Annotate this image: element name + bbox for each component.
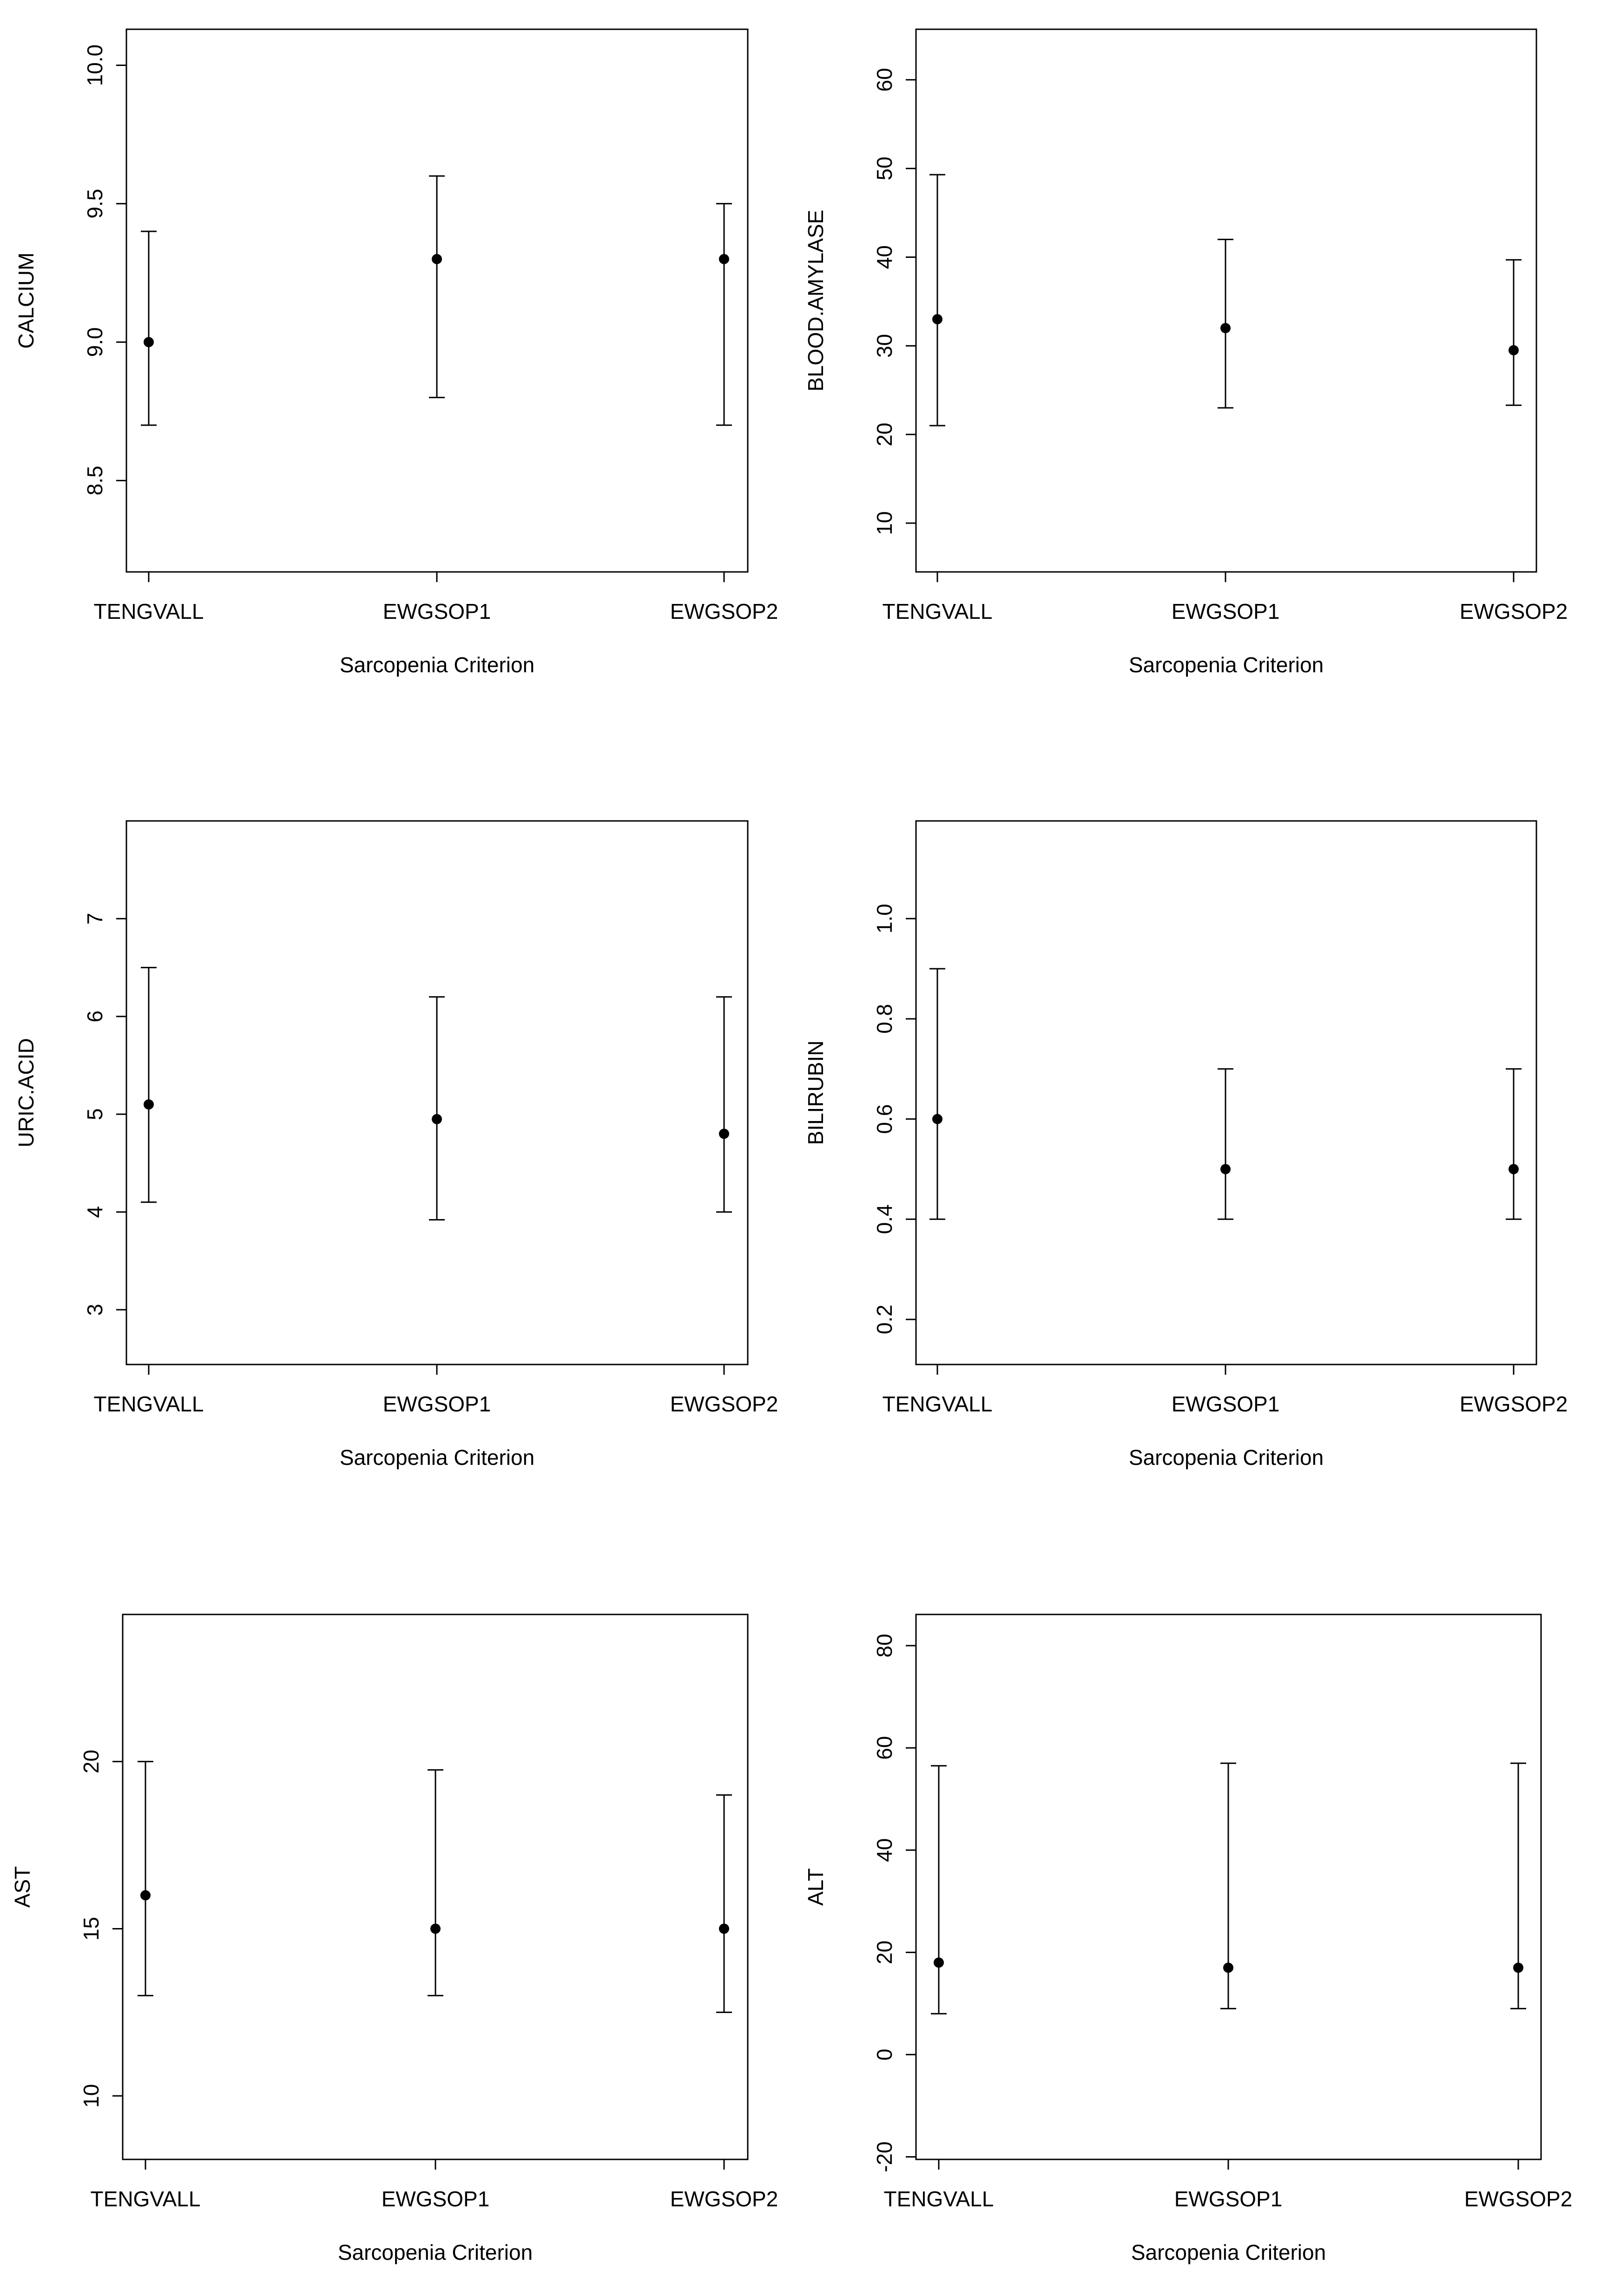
x-category-label: TENGVALL (91, 2187, 201, 2211)
y-tick-label: 20 (872, 1941, 896, 1964)
data-point (1509, 1164, 1519, 1174)
y-tick-label: 10 (79, 2084, 103, 2108)
y-axis-title: ALT (804, 1868, 828, 1906)
chart-panel-3: 3 4 5 6 7 URIC.ACID TENGVALL EWGSOP1 EWGSOP2 Sarc… (14, 820, 778, 1469)
x-axis-title: Sarcopenia Criterion (340, 653, 534, 677)
y-tick-label: 9.5 (83, 189, 107, 218)
data-point (932, 1114, 942, 1124)
data-point (432, 1114, 442, 1124)
x-category-label: TENGVALL (94, 599, 204, 623)
y-tick-label: 0.6 (872, 1104, 896, 1134)
data-point (144, 337, 154, 348)
y-axis-title: AST (10, 1866, 34, 1908)
y-tick-label: 4 (83, 1206, 107, 1218)
y-tick-label: 30 (872, 334, 896, 358)
x-category-label: TENGVALL (883, 1392, 993, 1416)
x-category-label: TENGVALL (94, 1392, 204, 1416)
y-tick-label: 20 (79, 1750, 103, 1773)
y-axis-title: BLOOD.AMYLASE (804, 210, 828, 391)
x-category-label: TENGVALL (884, 2187, 994, 2211)
y-axis-title: URIC.ACID (14, 1038, 38, 1147)
data-point (144, 1099, 154, 1110)
x-category-label: EWGSOP1 (1172, 599, 1280, 623)
x-category-label: EWGSOP2 (1460, 1392, 1568, 1416)
x-axis-title: Sarcopenia Criterion (1129, 1445, 1324, 1469)
data-point (432, 254, 442, 264)
y-tick-label: 60 (872, 68, 896, 92)
x-axis-title: Sarcopenia Criterion (338, 2240, 533, 2264)
data-point (140, 1890, 151, 1901)
y-tick-label: 0.2 (872, 1305, 896, 1334)
data-point (1509, 345, 1519, 355)
data-point (1220, 323, 1231, 334)
x-axis-title: Sarcopenia Criterion (1131, 2240, 1326, 2264)
y-tick-label: 5 (83, 1108, 107, 1120)
data-point (934, 1957, 944, 1968)
x-category-label: EWGSOP1 (1172, 1392, 1280, 1416)
chart-panel-4: 0.2 0.4 0.6 0.8 1.0 BILIRUBIN TENGVALL EWGSOP1 E… (804, 820, 1568, 1469)
data-point (719, 1128, 729, 1139)
y-axis-title: CALCIUM (14, 252, 38, 348)
chart-panel-5: 10 15 20 AST TENGVALL EWGSOP1 EWGSOP2 Sarcopeni… (10, 1614, 778, 2264)
y-tick-label: 3 (83, 1304, 107, 1316)
x-axis-title: Sarcopenia Criterion (1129, 653, 1324, 677)
x-category-label: EWGSOP2 (670, 2187, 778, 2211)
y-tick-label: 0.8 (872, 1004, 896, 1034)
data-point (1513, 1962, 1523, 1973)
x-category-label: TENGVALL (883, 599, 993, 623)
x-category-label: EWGSOP1 (382, 2187, 490, 2211)
chart-panel-1: 8.5 9.0 9.5 10.0 CALCIUM TENGVALL EWGSOP1 EWGSO… (14, 28, 778, 677)
data-point (719, 254, 729, 264)
chart-panel-2: 10 20 30 40 50 60 BLOOD.AMYLASE TENGVALL EWGSOP1… (804, 28, 1568, 677)
data-point (1220, 1164, 1231, 1174)
y-tick-label: 6 (83, 1010, 107, 1023)
y-tick-label: 15 (79, 1917, 103, 1941)
y-tick-label: 1.0 (872, 904, 896, 933)
y-tick-label: 7 (83, 913, 107, 925)
x-category-label: EWGSOP1 (383, 1392, 491, 1416)
y-tick-label: 0.4 (872, 1204, 896, 1234)
y-tick-label: 0 (872, 2049, 896, 2061)
x-axis-title: Sarcopenia Criterion (340, 1445, 534, 1469)
y-tick-label: 40 (872, 1838, 896, 1862)
x-category-label: EWGSOP2 (670, 599, 778, 623)
y-tick-label: 9.0 (83, 327, 107, 357)
x-category-label: EWGSOP2 (1460, 599, 1568, 623)
y-tick-label: 10.0 (83, 45, 107, 86)
data-point (1223, 1962, 1233, 1973)
y-tick-label: 80 (872, 1634, 896, 1658)
x-category-label: EWGSOP2 (1464, 2187, 1573, 2211)
y-tick-label: 20 (872, 423, 896, 446)
x-category-label: EWGSOP1 (1174, 2187, 1283, 2211)
y-tick-label: 10 (872, 511, 896, 535)
x-category-label: EWGSOP1 (383, 599, 491, 623)
x-category-label: EWGSOP2 (670, 1392, 778, 1416)
y-tick-label: 50 (872, 157, 896, 180)
y-axis-title: BILIRUBIN (804, 1041, 828, 1145)
chart-panel-6: -20 0 20 40 60 80 ALT TENGVALL EWGSOP1 EWGSOP2 Sar… (804, 1614, 1572, 2264)
y-tick-label: -20 (872, 2141, 896, 2172)
data-point (430, 1923, 441, 1934)
y-tick-label: 40 (872, 245, 896, 269)
data-point (719, 1923, 729, 1934)
y-tick-label: 60 (872, 1736, 896, 1760)
data-point (932, 314, 942, 325)
y-tick-label: 8.5 (83, 466, 107, 495)
